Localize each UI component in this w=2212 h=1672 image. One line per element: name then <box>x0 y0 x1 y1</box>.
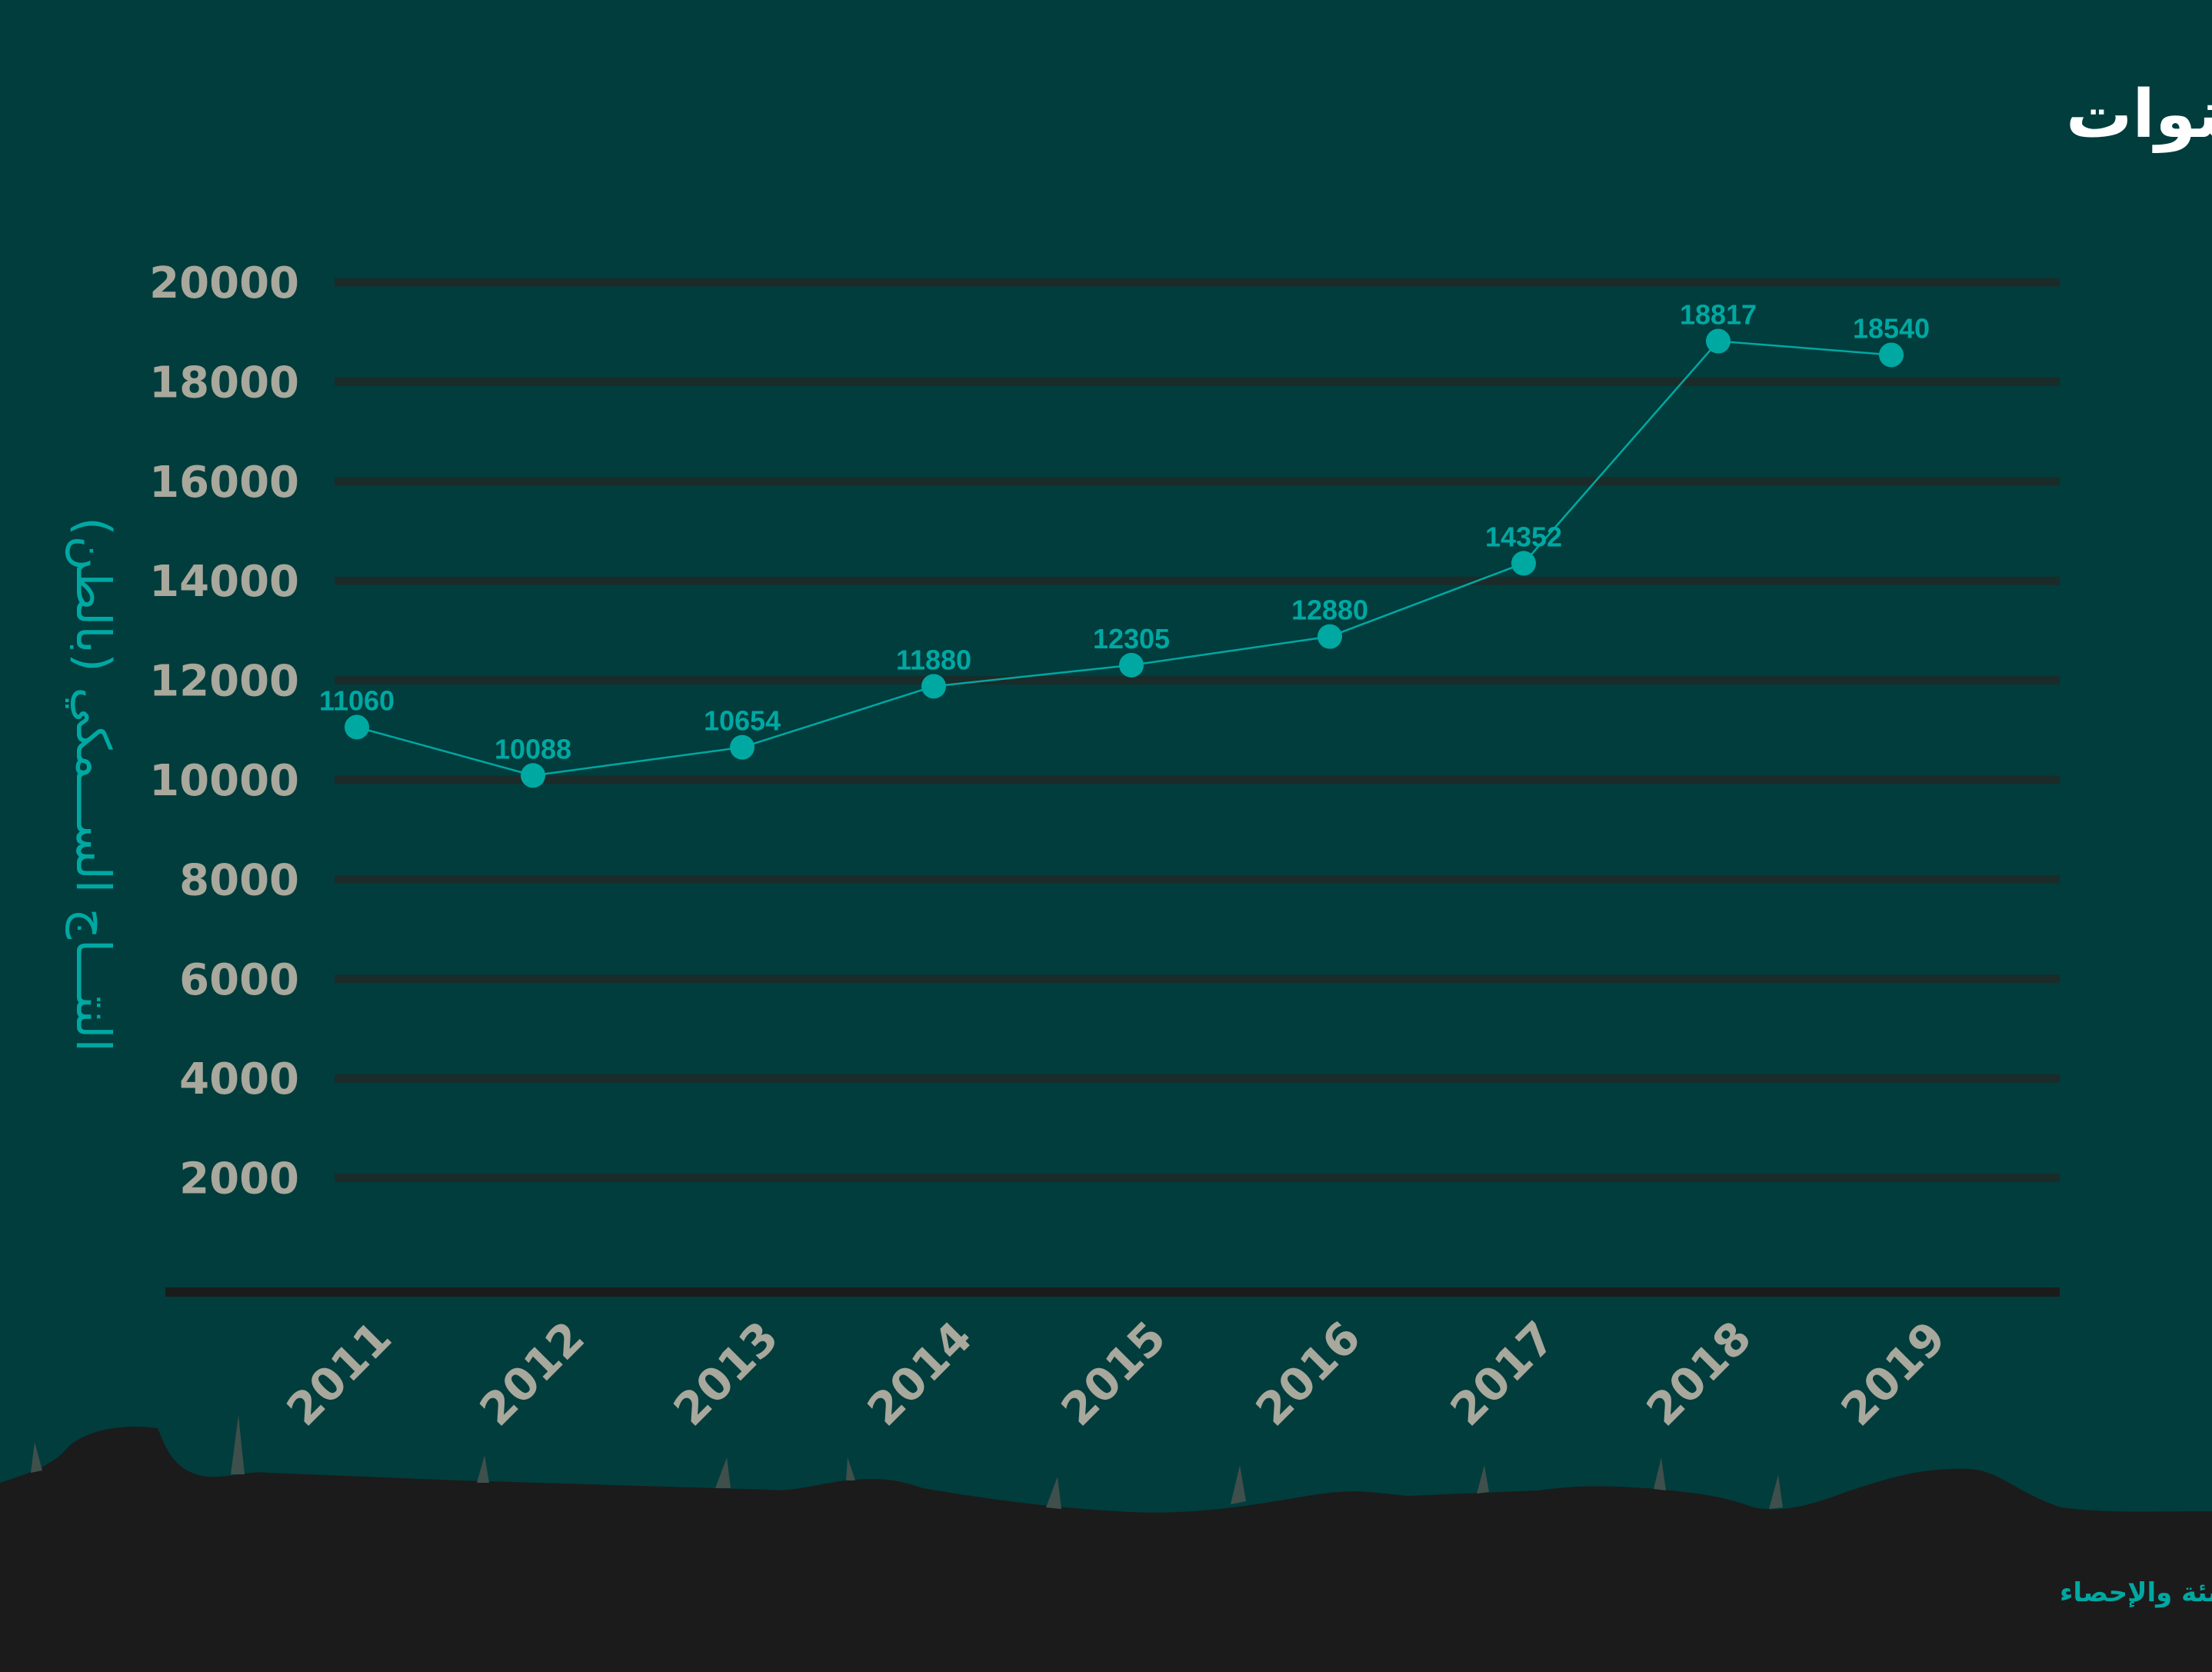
chart-title: الانتاج السمكي في القابوطي خلال عشر سنوا… <box>2066 76 2212 153</box>
data-point <box>730 734 755 760</box>
data-label: 10088 <box>495 733 571 764</box>
data-label: 11060 <box>319 684 395 716</box>
gridlines <box>335 278 2060 1183</box>
data-point <box>921 674 946 699</box>
data-label: 18817 <box>1680 299 1757 331</box>
y-tick-label: 10000 <box>149 756 299 806</box>
x-tick-label: 2013 <box>664 1311 788 1436</box>
grass-blades <box>31 1415 1783 1509</box>
x-tick-label: 2016 <box>1246 1311 1371 1436</box>
data-point <box>1706 328 1731 354</box>
data-label: 12880 <box>1291 595 1368 626</box>
data-point <box>521 763 545 788</box>
x-tick-label: 2012 <box>470 1311 595 1436</box>
x-tick-label: 2017 <box>1441 1311 1565 1436</box>
data-point <box>1318 624 1342 649</box>
y-tick-label: 20000 <box>149 258 299 308</box>
data-point <box>1511 551 1536 576</box>
data-point <box>1119 652 1144 678</box>
data-point <box>1879 342 1904 368</box>
y-tick-label: 14000 <box>149 557 299 607</box>
x-tick-label: 2015 <box>1051 1311 1176 1436</box>
series-polyline <box>356 340 1892 777</box>
data-label: 12305 <box>1093 623 1170 654</box>
y-axis-ticks: 2000 4000 6000 8000 10000 12000 14000 16000 1800… <box>149 258 299 1204</box>
x-tick-label: 2014 <box>858 1311 982 1436</box>
data-label: 18540 <box>1853 312 1930 344</box>
y-axis-label: النتـــاج الســـمكي (بالطن) <box>65 517 122 1052</box>
y-tick-label: 6000 <box>179 955 299 1005</box>
series-line: 11060 10088 10654 11880 12305 12880 14352 18817… <box>319 299 1930 788</box>
y-tick-label: 4000 <box>179 1054 299 1104</box>
y-tick-label: 18000 <box>149 358 299 408</box>
data-label: 11880 <box>896 644 971 675</box>
data-point <box>345 714 369 740</box>
ground-silhouette <box>0 1426 2212 1672</box>
x-tick-label: 2018 <box>1637 1311 1761 1436</box>
x-axis-ticks: 2011 2012 2013 2014 2015 2016 2017 2018 2019 <box>277 1311 1956 1436</box>
y-tick-label: 2000 <box>179 1154 299 1204</box>
x-tick-label: 2019 <box>1831 1311 1956 1436</box>
y-tick-label: 8000 <box>179 855 299 905</box>
source-note: المصدر: النشرة السنوية لإحصاءات الإنتاج … <box>2060 1577 2212 1608</box>
data-label: 14352 <box>1485 521 1562 552</box>
x-tick-label: 2011 <box>277 1311 401 1436</box>
data-label: 10654 <box>704 705 781 737</box>
y-tick-label: 12000 <box>149 657 299 707</box>
y-tick-label: 16000 <box>149 458 299 508</box>
